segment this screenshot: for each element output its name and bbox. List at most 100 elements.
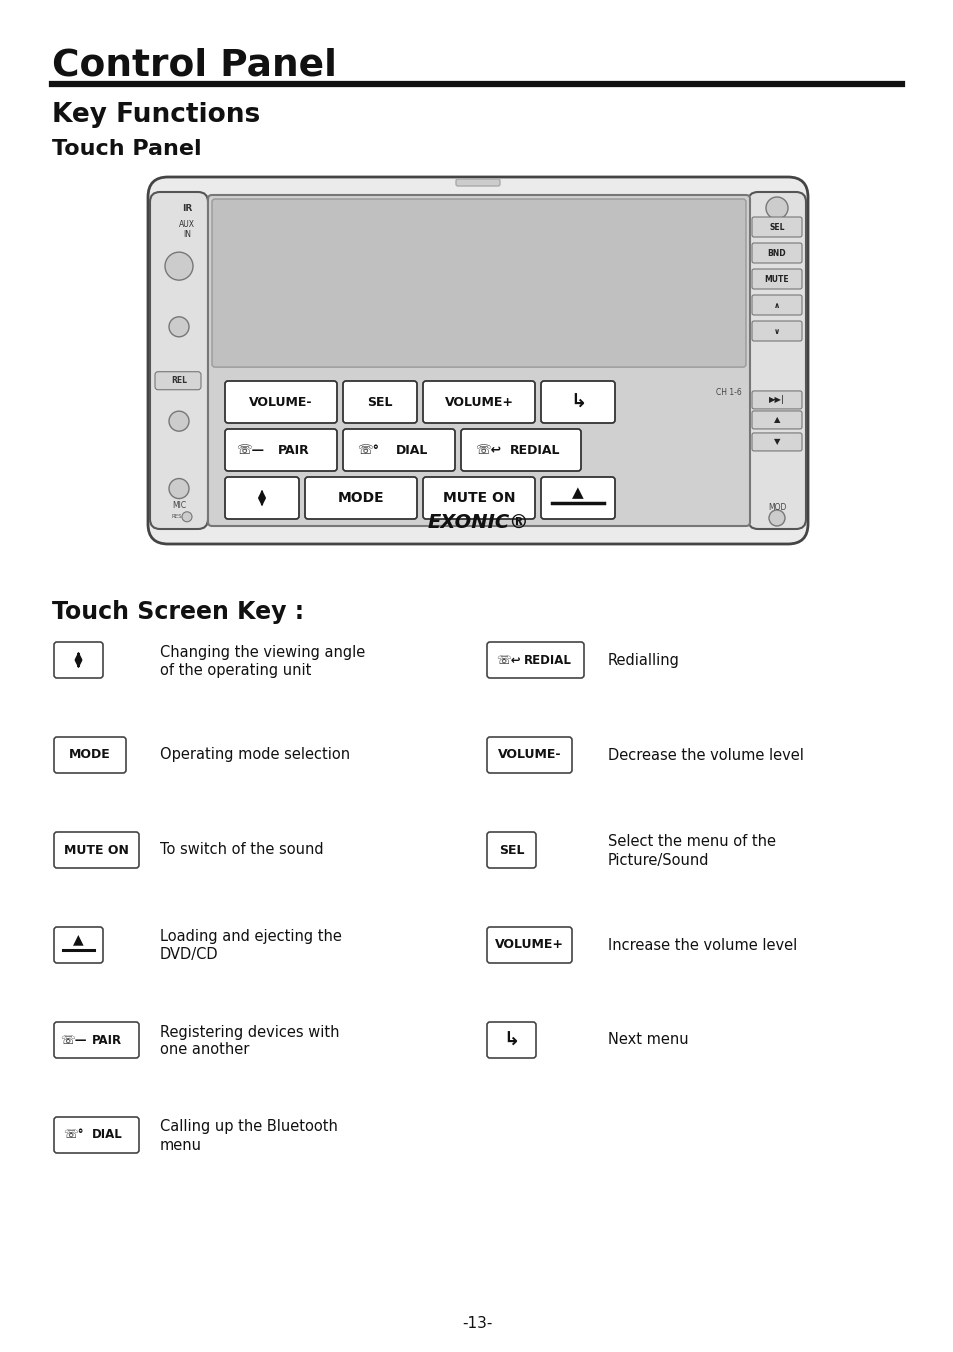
FancyBboxPatch shape: [751, 391, 801, 408]
FancyBboxPatch shape: [343, 381, 416, 423]
Text: Select the menu of the: Select the menu of the: [607, 834, 775, 849]
Text: MODE: MODE: [337, 491, 384, 506]
FancyBboxPatch shape: [751, 295, 801, 315]
FancyBboxPatch shape: [540, 381, 615, 423]
Text: ▲: ▲: [773, 415, 780, 425]
Text: Touch Panel: Touch Panel: [52, 139, 201, 160]
Text: ☏°: ☏°: [356, 443, 378, 457]
Text: ☏—: ☏—: [60, 1033, 87, 1046]
Text: ∨: ∨: [773, 326, 780, 335]
Text: MUTE ON: MUTE ON: [442, 491, 515, 506]
Text: ☏↩: ☏↩: [497, 653, 520, 667]
Text: SEL: SEL: [498, 844, 524, 857]
FancyBboxPatch shape: [54, 737, 126, 773]
Text: menu: menu: [160, 1137, 202, 1152]
Text: VOLUME+: VOLUME+: [444, 396, 513, 408]
Text: ▼: ▼: [773, 438, 780, 446]
Text: Control Panel: Control Panel: [52, 47, 336, 82]
Text: MODE: MODE: [69, 749, 111, 761]
Text: Registering devices with: Registering devices with: [160, 1025, 339, 1040]
Text: ▲: ▲: [572, 485, 583, 500]
Text: Changing the viewing angle: Changing the viewing angle: [160, 645, 365, 660]
Text: DIAL: DIAL: [395, 443, 428, 457]
FancyBboxPatch shape: [305, 477, 416, 519]
Text: SEL: SEL: [768, 223, 784, 231]
Text: RES: RES: [172, 514, 182, 519]
FancyBboxPatch shape: [486, 642, 583, 677]
Text: DVD/CD: DVD/CD: [160, 948, 218, 963]
FancyBboxPatch shape: [751, 269, 801, 289]
FancyBboxPatch shape: [148, 177, 807, 544]
Circle shape: [768, 510, 784, 526]
Text: ☏↩: ☏↩: [475, 443, 500, 457]
FancyBboxPatch shape: [486, 1022, 536, 1059]
FancyBboxPatch shape: [343, 429, 455, 470]
Text: ▲: ▲: [73, 932, 84, 946]
FancyBboxPatch shape: [422, 477, 535, 519]
Text: To switch of the sound: To switch of the sound: [160, 842, 323, 857]
Text: PAIR: PAIR: [92, 1033, 122, 1046]
FancyBboxPatch shape: [154, 372, 201, 389]
Text: Picture/Sound: Picture/Sound: [607, 853, 709, 868]
Text: VOLUME+: VOLUME+: [495, 938, 563, 952]
Text: Loading and ejecting the: Loading and ejecting the: [160, 930, 341, 945]
Text: PAIR: PAIR: [278, 443, 310, 457]
Text: CH 1-6: CH 1-6: [716, 388, 741, 397]
FancyBboxPatch shape: [54, 831, 139, 868]
Text: REDIAL: REDIAL: [523, 653, 571, 667]
FancyBboxPatch shape: [751, 243, 801, 264]
Text: REDIAL: REDIAL: [509, 443, 559, 457]
FancyBboxPatch shape: [751, 411, 801, 429]
Text: one another: one another: [160, 1042, 249, 1057]
Text: Next menu: Next menu: [607, 1033, 688, 1048]
FancyBboxPatch shape: [422, 381, 535, 423]
FancyBboxPatch shape: [486, 831, 536, 868]
FancyBboxPatch shape: [456, 178, 499, 187]
FancyBboxPatch shape: [225, 477, 298, 519]
Text: MOD: MOD: [767, 503, 785, 511]
FancyBboxPatch shape: [54, 1022, 139, 1059]
Text: BND: BND: [767, 249, 785, 257]
Text: VOLUME-: VOLUME-: [497, 749, 560, 761]
Circle shape: [165, 251, 193, 280]
FancyBboxPatch shape: [751, 433, 801, 452]
Text: AUX
IN: AUX IN: [179, 220, 194, 239]
FancyBboxPatch shape: [540, 477, 615, 519]
Circle shape: [182, 512, 192, 522]
Text: of the operating unit: of the operating unit: [160, 662, 311, 677]
FancyBboxPatch shape: [486, 737, 572, 773]
FancyBboxPatch shape: [751, 218, 801, 237]
Circle shape: [765, 197, 787, 219]
FancyBboxPatch shape: [212, 199, 745, 368]
Text: Decrease the volume level: Decrease the volume level: [607, 748, 803, 763]
Text: ∧: ∧: [773, 300, 780, 310]
Circle shape: [169, 316, 189, 337]
Text: ▶▶|: ▶▶|: [768, 395, 784, 404]
Text: -13-: -13-: [461, 1317, 492, 1332]
FancyBboxPatch shape: [150, 192, 208, 529]
FancyBboxPatch shape: [225, 429, 336, 470]
Circle shape: [169, 479, 189, 499]
Text: ↳: ↳: [569, 392, 585, 411]
Text: VOLUME-: VOLUME-: [249, 396, 313, 408]
Text: EXONIC®: EXONIC®: [427, 512, 528, 531]
FancyBboxPatch shape: [747, 192, 805, 529]
Text: SEL: SEL: [367, 396, 393, 408]
Text: Redialling: Redialling: [607, 653, 679, 668]
Text: DIAL: DIAL: [91, 1129, 123, 1141]
Text: Key Functions: Key Functions: [52, 101, 260, 128]
Text: MUTE ON: MUTE ON: [64, 844, 129, 857]
Text: Operating mode selection: Operating mode selection: [160, 748, 350, 763]
FancyBboxPatch shape: [751, 320, 801, 341]
FancyBboxPatch shape: [54, 642, 103, 677]
FancyBboxPatch shape: [208, 195, 749, 526]
Text: MUTE: MUTE: [764, 274, 788, 284]
FancyBboxPatch shape: [225, 381, 336, 423]
Text: ↳: ↳: [503, 1030, 519, 1049]
Text: Increase the volume level: Increase the volume level: [607, 937, 797, 953]
Text: Touch Screen Key :: Touch Screen Key :: [52, 600, 304, 625]
Text: ☏—: ☏—: [236, 443, 264, 457]
FancyBboxPatch shape: [460, 429, 580, 470]
Text: Calling up the Bluetooth: Calling up the Bluetooth: [160, 1119, 337, 1134]
Text: REL: REL: [171, 376, 187, 385]
